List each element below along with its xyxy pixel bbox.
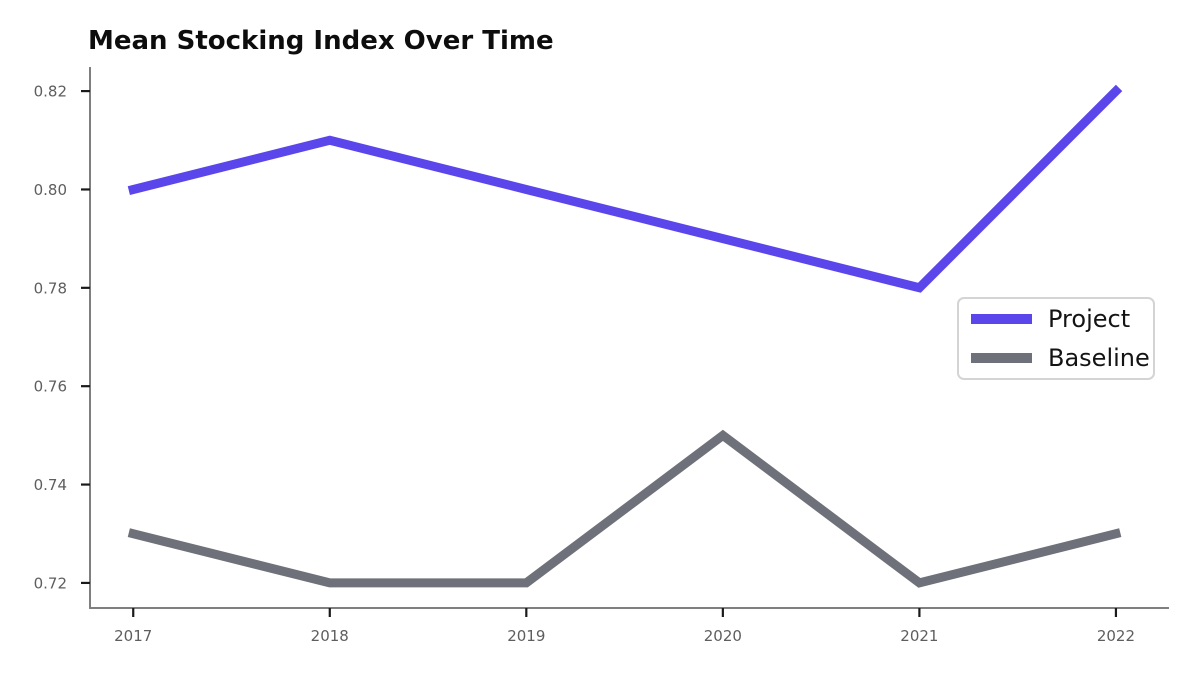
project-line (127, 84, 1123, 293)
x-tick-label: 2020 (704, 627, 742, 645)
y-tick-label: 0.82 (34, 83, 67, 101)
legend-label-baseline: Baseline (1048, 344, 1150, 372)
legend-label-project: Project (1048, 305, 1131, 333)
y-tick-label: 0.78 (34, 279, 67, 297)
legend: Project Baseline (957, 297, 1155, 380)
y-tick-label: 0.72 (34, 574, 67, 592)
chart-title: Mean Stocking Index Over Time (88, 26, 554, 56)
baseline-line (127, 429, 1122, 588)
x-tick-label: 2018 (311, 627, 349, 645)
legend-entry-project: Project (971, 304, 1141, 334)
x-tick-label: 2019 (507, 627, 545, 645)
y-tick-label: 0.74 (34, 476, 67, 494)
project-line-swatch (971, 314, 1032, 324)
x-tick-label: 2022 (1097, 627, 1135, 645)
y-tick-label: 0.80 (34, 181, 67, 199)
y-tick-label: 0.76 (34, 378, 67, 396)
legend-entry-baseline: Baseline (971, 343, 1150, 373)
x-tick-label: 2021 (900, 627, 938, 645)
baseline-line-swatch (971, 353, 1032, 363)
x-tick-label: 2017 (114, 627, 152, 645)
